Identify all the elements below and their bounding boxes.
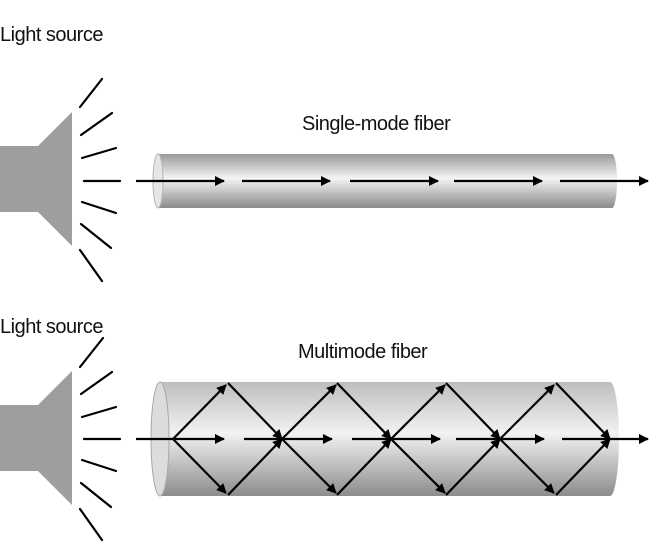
top-fiber-label: Single-mode fiber [302,113,451,135]
top-light-source-body [0,112,72,246]
bottom-light-source-body [0,371,72,505]
bottom-source-label: Light source [0,316,103,338]
bottom-light-source [0,336,122,542]
bottom-fiber-label: Multimode fiber [298,341,428,363]
top-light-rays [78,77,122,283]
top-light-source [0,77,122,283]
multimode-zigzag-ray-paths [172,382,611,496]
bottom-light-rays [78,336,122,542]
top-source-label: Light source [0,24,103,46]
